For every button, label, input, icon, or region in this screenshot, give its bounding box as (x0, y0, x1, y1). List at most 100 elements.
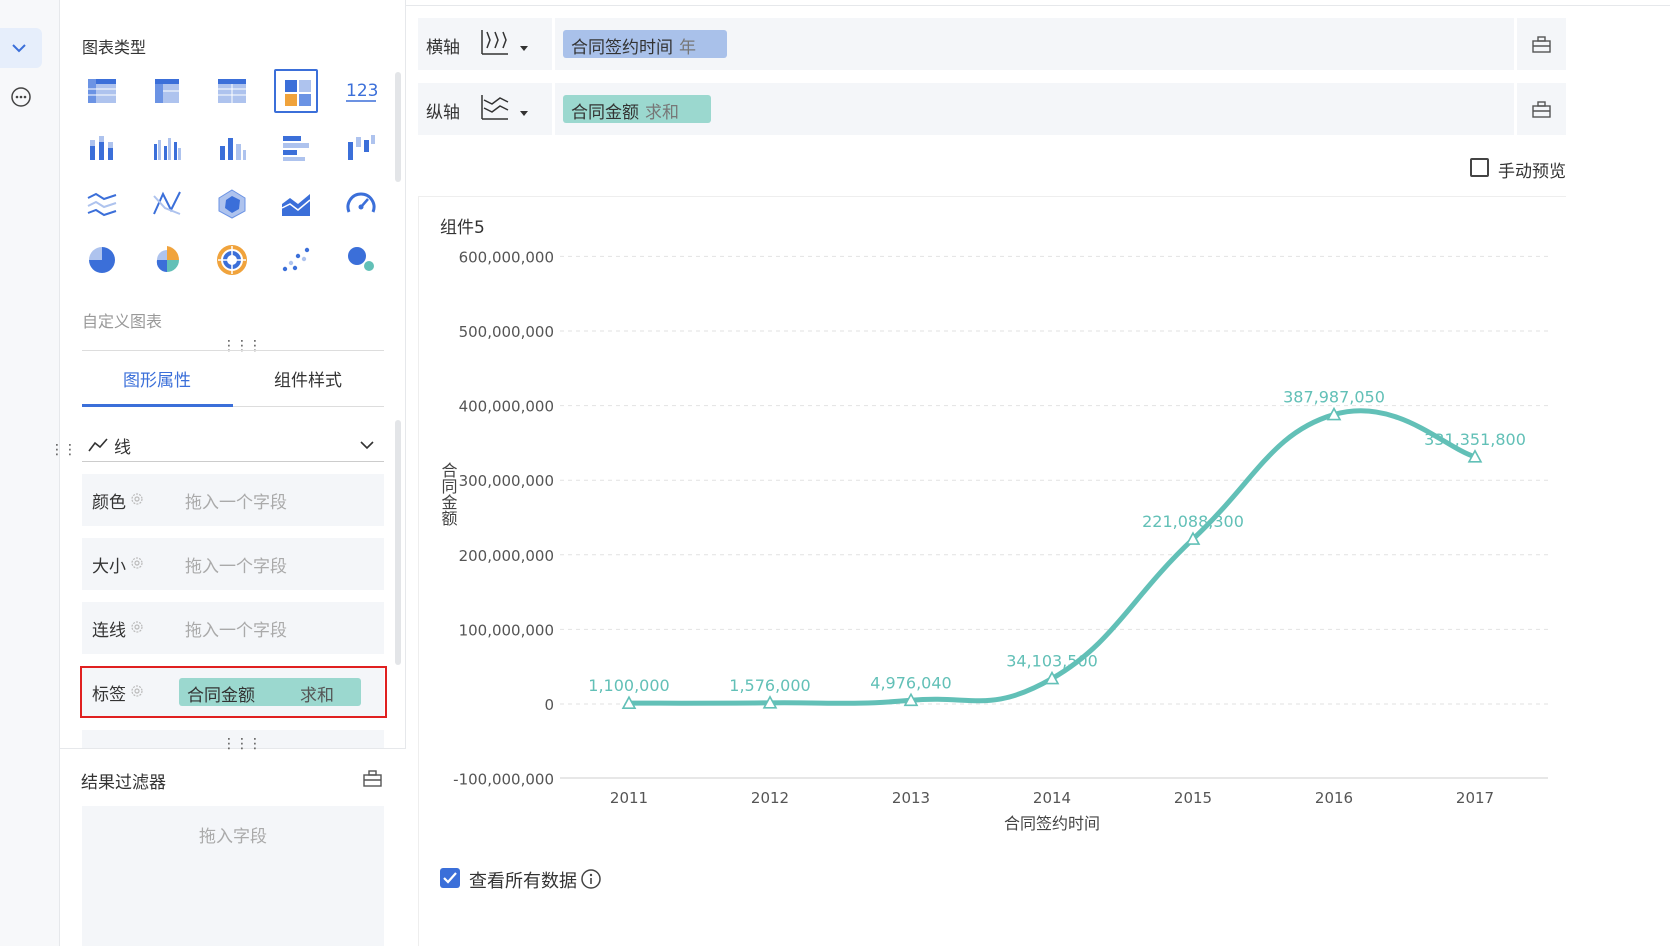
view-all-data-checkbox[interactable] (440, 868, 460, 888)
chart-type-option-bubble[interactable] (339, 238, 383, 282)
component-title: 组件5 (440, 218, 485, 238)
chart-type-option-scatter[interactable] (274, 238, 318, 282)
data-point-marker (1044, 670, 1060, 685)
x-tick-label: 2013 (892, 789, 930, 807)
size-property-row[interactable]: 大小 拖入一个字段 (82, 538, 384, 590)
data-point-marker (1467, 449, 1483, 463)
scatter-icon (282, 247, 310, 272)
tab-baseline (82, 406, 384, 407)
y-tick-label: 100,000,000 (459, 621, 554, 639)
x-axis-dropzone[interactable]: 合同签约时间年 (552, 18, 1514, 70)
data-label: 1,576,000 (729, 676, 810, 695)
y-axis-dropzone[interactable]: 合同金额 求和 (552, 83, 1514, 135)
y-axis-title: 纵轴 (426, 103, 460, 123)
y-tick-label: 500,000,000 (459, 323, 554, 341)
color-property-row[interactable]: 颜色 拖入一个字段 (82, 474, 384, 526)
chart-type-option-radar[interactable] (210, 182, 254, 226)
y-axis-shelf: 纵轴 合同金额 求和 (418, 83, 1566, 135)
y-field-name: 合同金额 (571, 103, 639, 123)
connect-property-row[interactable]: 连线 拖入一个字段 (82, 602, 384, 654)
toolbox-icon (1532, 36, 1551, 53)
x-axis-title: 横轴 (426, 38, 460, 58)
data-label: 387,987,050 (1283, 388, 1385, 407)
chart-type-option-line[interactable] (80, 182, 124, 226)
area-icon (281, 194, 311, 216)
data-point-marker (1185, 531, 1201, 545)
chart-type-option-multi-chart[interactable] (274, 69, 318, 113)
y-tick-label: 200,000,000 (459, 547, 554, 565)
data-point-marker (762, 695, 778, 709)
x-axis-settings-button[interactable] (1514, 18, 1566, 70)
label-field-pill[interactable] (179, 678, 361, 706)
bar-icon (220, 138, 246, 160)
color-label: 颜色 (92, 493, 126, 513)
more-button[interactable] (10, 86, 32, 108)
scrollbar[interactable] (395, 72, 401, 182)
resize-handle[interactable]: ⋮⋮⋮ (222, 736, 262, 752)
collapse-toggle-button[interactable] (0, 28, 42, 68)
gear-icon[interactable] (130, 556, 144, 570)
check-icon (443, 872, 457, 884)
x-tick-label: 2012 (751, 789, 789, 807)
y-tick-label: -100,000,000 (453, 771, 554, 789)
chart-type-option-rose-pie[interactable] (145, 238, 189, 282)
chart-type-option-detail-table[interactable] (210, 69, 254, 113)
chart-type-option-table[interactable] (80, 69, 124, 113)
caret-down-icon[interactable] (520, 46, 528, 51)
x-tick-label: 2011 (610, 789, 648, 807)
chart-type-option-stacked-bar[interactable] (80, 126, 124, 170)
multi-chart-icon (285, 80, 311, 106)
scrollbar[interactable] (395, 420, 401, 665)
tab-component-style[interactable]: 组件样式 (274, 371, 342, 391)
y-axis-type-icon[interactable] (478, 91, 510, 123)
y-tick-label: 300,000,000 (459, 472, 554, 490)
toolbox-icon (1532, 101, 1551, 118)
size-drop-placeholder: 拖入一个字段 (185, 557, 287, 577)
resize-handle[interactable]: ⋮⋮⋮ (222, 338, 262, 354)
line-icon (87, 192, 117, 217)
mark-type-select[interactable] (82, 428, 384, 462)
connect-label: 连线 (92, 621, 126, 641)
active-tab-indicator (82, 404, 233, 407)
grouped-bar-icon (154, 138, 181, 160)
gauge-icon (346, 192, 376, 213)
chart-type-option-horizontal-bar[interactable] (274, 126, 318, 170)
manual-preview-checkbox[interactable] (1470, 158, 1489, 177)
rose-pie-icon (156, 246, 180, 273)
line-mark-icon (88, 438, 108, 452)
result-filter-dropzone[interactable] (82, 806, 384, 946)
bubble-icon (348, 247, 374, 271)
chart-type-option-gauge[interactable] (339, 182, 383, 226)
y-field-aggregation: 求和 (645, 103, 679, 123)
chart-type-option-bar[interactable] (210, 126, 254, 170)
info-button[interactable] (580, 868, 602, 890)
chart-type-option-sunburst[interactable] (210, 238, 254, 282)
x-axis-label: 合同签约时间 (1004, 814, 1100, 833)
gear-icon[interactable] (130, 684, 144, 698)
info-icon (581, 869, 601, 889)
divider (406, 5, 1670, 6)
tab-graphic-properties[interactable]: 图形属性 (123, 371, 191, 391)
chart-type-option-waterfall[interactable] (339, 126, 383, 170)
custom-chart-label[interactable]: 自定义图表 (82, 312, 163, 331)
chart-type-option-pie[interactable] (80, 238, 124, 282)
data-point-marker (903, 692, 919, 707)
gear-icon[interactable] (130, 620, 144, 634)
filter-settings-button[interactable] (362, 768, 384, 788)
chart-type-option-grouped-bar[interactable] (145, 126, 189, 170)
mark-type-label: 线 (114, 438, 131, 458)
chart-type-option-kpi-123[interactable]: 123 (339, 69, 383, 113)
chart-type-option-cross-table[interactable] (145, 69, 189, 113)
gear-icon[interactable] (130, 492, 144, 506)
detail-table-icon (218, 79, 246, 103)
x-field-pill[interactable]: 合同签约时间年 (563, 30, 727, 58)
chart-type-option-cross-line[interactable] (145, 182, 189, 226)
y-field-pill[interactable]: 合同金额 求和 (563, 95, 711, 123)
sunburst-icon (217, 245, 247, 275)
y-axis-settings-button[interactable] (1514, 83, 1566, 135)
chart-type-option-area[interactable] (274, 182, 318, 226)
x-axis-type-icon[interactable] (478, 26, 510, 58)
drag-handle-icon[interactable]: ⋮⋮ (50, 442, 77, 458)
y-axis-label: 合同金额 (439, 462, 458, 526)
caret-down-icon[interactable] (520, 111, 528, 116)
